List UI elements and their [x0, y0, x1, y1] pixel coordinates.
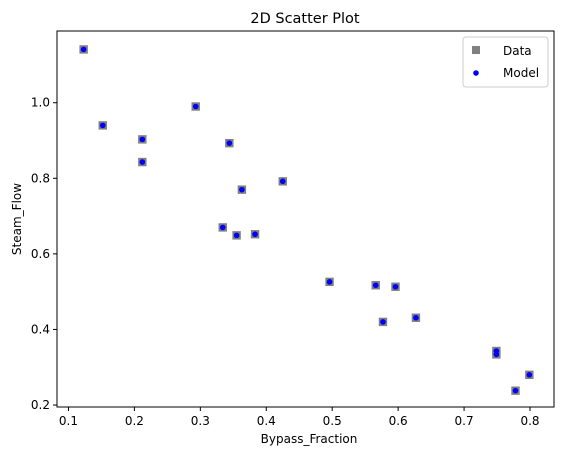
y-axis-label: Steam_Flow	[10, 183, 24, 255]
model-point-circle	[252, 231, 258, 238]
data-marks	[79, 45, 534, 395]
model-point-circle	[372, 282, 379, 289]
x-tick-label: 0.8	[520, 414, 539, 428]
model-point-circle	[413, 314, 419, 321]
x-tick-label: 0.3	[191, 414, 210, 428]
model-point-circle	[493, 351, 500, 358]
model-point-circle	[239, 186, 245, 193]
chart-title: 2D Scatter Plot	[250, 11, 360, 27]
x-axis-ticks: 0.1 0.2 0.3 0.4 0.5 0.6 0.7 0.8	[59, 407, 540, 428]
y-tick-label: 0.8	[31, 171, 50, 185]
y-tick-label: 0.6	[31, 247, 50, 261]
model-point-circle	[380, 319, 386, 325]
y-tick-label: 0.4	[31, 322, 50, 336]
model-point-circle	[99, 122, 106, 129]
y-axis-ticks: 0.2 0.4 0.6 0.8 1.0	[31, 96, 57, 412]
x-axis-label: Bypass_Fraction	[261, 432, 358, 446]
x-tick-label: 0.2	[125, 414, 144, 428]
model-point-circle	[279, 178, 286, 185]
legend-model-marker	[473, 70, 479, 76]
legend-box	[462, 36, 549, 88]
y-tick-label: 0.2	[31, 398, 50, 412]
x-tick-label: 0.4	[257, 414, 276, 428]
plot-background	[57, 31, 554, 407]
model-point-circle	[192, 103, 199, 110]
legend-model-label: Model	[503, 66, 539, 80]
x-tick-label: 0.1	[59, 414, 78, 428]
x-tick-label: 0.5	[323, 414, 342, 428]
plot-frame	[56, 30, 555, 408]
model-point-circle	[233, 232, 240, 239]
model-point-circle	[139, 136, 146, 143]
model-point-circle	[219, 224, 226, 231]
model-point-circle	[326, 279, 333, 285]
model-point-circle	[392, 283, 399, 290]
y-tick-label: 1.0	[31, 96, 50, 110]
x-tick-label: 0.6	[389, 414, 408, 428]
model-point-circle	[226, 140, 233, 146]
legend: Data Model	[462, 36, 549, 88]
model-point-circle	[512, 387, 519, 394]
model-point-circle	[526, 372, 533, 378]
legend-data-label: Data	[503, 44, 532, 58]
x-tick-label: 0.7	[455, 414, 474, 428]
model-point-circle	[80, 46, 87, 53]
model-point-circle	[139, 159, 146, 165]
legend-data-marker	[472, 46, 480, 54]
